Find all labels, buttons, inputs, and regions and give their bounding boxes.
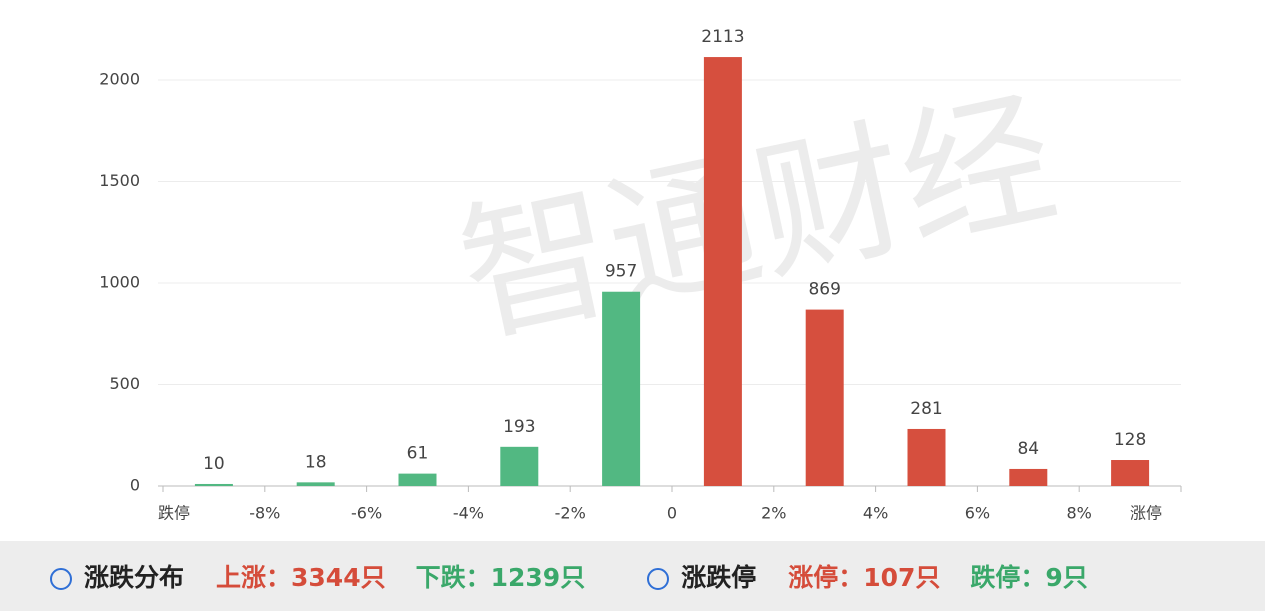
rise-count: 上涨：3344只 [216, 563, 386, 592]
bar [907, 428, 946, 486]
footer: 涨跌分布 上涨：3344只 下跌：1239只 涨跌停 涨停：107只 跌停：9只 [0, 541, 1265, 611]
x-tick-label: -8% [249, 504, 280, 523]
x-tick-label: -2% [555, 504, 586, 523]
y-tick-label: 2000 [99, 70, 140, 89]
y-tick-label: 500 [109, 374, 140, 393]
x-tick-label: -4% [453, 504, 484, 523]
x-tick-label: 2% [761, 504, 786, 523]
value-label: 61 [407, 444, 429, 464]
value-label: 128 [1114, 430, 1146, 450]
value-label: 10 [203, 454, 225, 474]
x-tick-label: 涨停 [1130, 504, 1162, 523]
value-label: 869 [808, 280, 840, 300]
x-tick-label: 4% [863, 504, 888, 523]
x-tick-label: 跌停 [158, 504, 190, 523]
section-title: 涨跌停 [681, 563, 757, 592]
dist-section: 涨跌分布 [50, 558, 184, 594]
value-label: 84 [1017, 439, 1039, 459]
x-tick-label: -6% [351, 504, 382, 523]
y-tick-label: 1000 [99, 273, 140, 292]
x-tick-label: 6% [965, 504, 990, 523]
section-title: 涨跌分布 [84, 563, 185, 592]
x-tick-label: 8% [1067, 504, 1092, 523]
bar [805, 309, 844, 486]
icon [647, 568, 670, 590]
bar [703, 57, 742, 486]
chart: 智通财经 0 500 1000 1500 2000 跌停 -8% -6% -4% -2% 0 2% 4%… [99, 27, 1182, 523]
bar [194, 483, 233, 486]
value-label: 193 [503, 417, 535, 437]
bar [1111, 460, 1150, 486]
bar [398, 473, 437, 486]
fall-count: 下跌：1239只 [415, 563, 586, 592]
y-tick-label: 0 [130, 476, 140, 495]
x-tick-label: 0 [667, 504, 677, 523]
bar [296, 482, 335, 486]
bar [500, 446, 539, 486]
bar [602, 291, 641, 486]
value-label: 2113 [701, 27, 744, 47]
watermark: 智通财经 [446, 71, 1069, 366]
value-label: 957 [605, 262, 637, 282]
value-label: 18 [305, 452, 327, 472]
limit-up-count: 涨停：107只 [788, 563, 941, 592]
y-tick-label: 1500 [99, 171, 140, 190]
limit-section: 涨跌停 [647, 558, 756, 594]
value-label: 281 [910, 399, 942, 419]
bar [1009, 468, 1048, 486]
limit-down-count: 跌停：9只 [970, 563, 1088, 592]
icon [50, 568, 72, 590]
